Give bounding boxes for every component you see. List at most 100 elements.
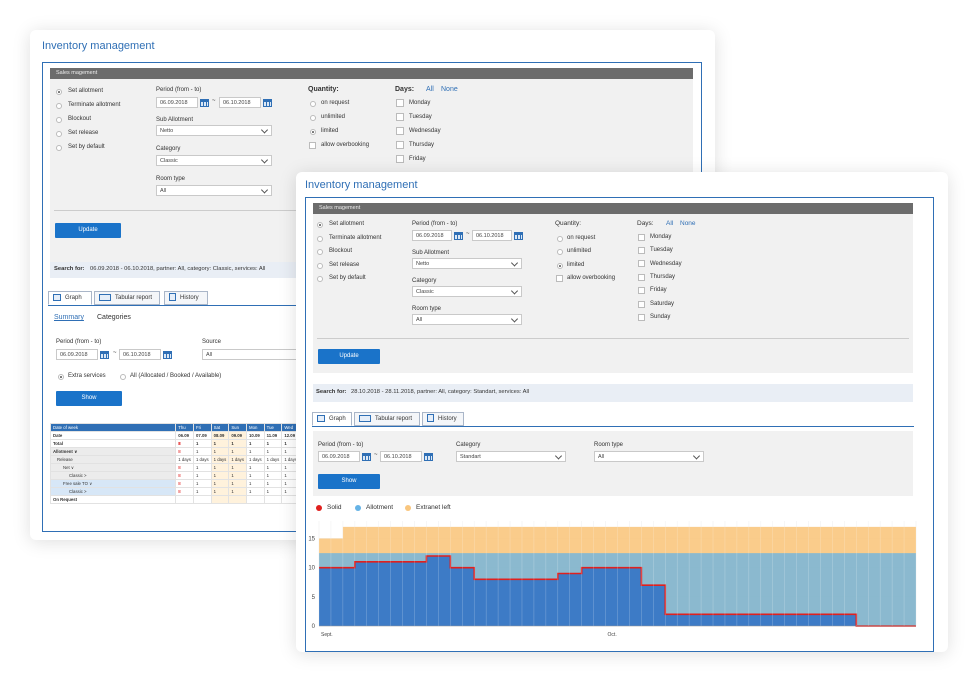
quantity-radio[interactable] [557, 249, 563, 255]
action-radio[interactable] [56, 103, 62, 109]
subtab-summary[interactable]: Summary [54, 314, 84, 321]
days-none-link[interactable]: None [441, 86, 458, 93]
quantity-radio[interactable] [557, 236, 563, 242]
tab-tabular-report[interactable]: Tabular report [94, 291, 160, 305]
period-from-input[interactable]: 06.09.2018 [156, 97, 198, 108]
legend-allotment-label: Allotment [366, 504, 394, 511]
quantity-radio[interactable] [557, 263, 563, 269]
action-label: Set by default [68, 144, 105, 150]
day-checkbox[interactable] [396, 141, 404, 149]
table-row[interactable]: Net ∨ 8 1 1 1 1 1 1 [49, 463, 300, 472]
quantity-radio[interactable] [310, 115, 316, 121]
period-label: Period (from - to) [156, 87, 202, 93]
table-cell: 1 [192, 471, 212, 480]
calendar-icon[interactable] [423, 451, 434, 462]
action-radio[interactable] [56, 117, 62, 123]
sub-allotment-select[interactable]: Netto [412, 258, 522, 269]
day-checkbox[interactable] [638, 287, 645, 294]
action-radio[interactable] [317, 222, 323, 228]
update-button[interactable]: Update [318, 349, 380, 364]
category-select[interactable]: Classic [156, 155, 272, 166]
action-radio[interactable] [56, 89, 62, 95]
days-all-link[interactable]: All [426, 86, 434, 93]
period-to-input[interactable]: 06.10.2018 [472, 230, 512, 241]
calendar-icon[interactable] [262, 97, 273, 108]
show-button[interactable]: Show [318, 474, 380, 489]
day-checkbox[interactable] [638, 234, 645, 241]
action-radio[interactable] [317, 236, 323, 242]
day-checkbox[interactable] [638, 247, 645, 254]
calendar-icon[interactable] [361, 451, 372, 462]
day-checkbox[interactable] [396, 113, 404, 121]
report-to-input[interactable]: 06.10.2018 [119, 349, 161, 360]
day-checkbox[interactable] [638, 314, 645, 321]
source-select[interactable]: All [202, 349, 302, 360]
select-value: Classic [160, 158, 178, 164]
table-row[interactable]: Free sale TO ∨ 8 1 1 1 1 1 1 [49, 479, 300, 488]
table-cell: 1 days [175, 455, 194, 464]
show-button[interactable]: Show [56, 391, 122, 406]
period-label: Period (from - to) [412, 221, 458, 227]
day-checkbox[interactable] [638, 260, 645, 267]
table-row[interactable]: Classic > 8 1 1 1 1 1 1 [49, 471, 300, 480]
table-cell: 1 [263, 447, 283, 456]
tab-graph[interactable]: Graph [48, 291, 92, 305]
action-radio[interactable] [56, 145, 62, 151]
calendar-icon[interactable] [99, 349, 110, 360]
sub-allotment-select[interactable]: Netto [156, 125, 272, 136]
day-label: Monday [409, 100, 431, 106]
select-value: All [598, 454, 605, 460]
room-type-select[interactable]: All [412, 314, 522, 325]
calendar-icon[interactable] [513, 230, 524, 241]
table-row[interactable]: Allotment ∨ 8 1 1 1 1 1 1 [49, 447, 300, 456]
category-select[interactable]: Classic [412, 286, 522, 297]
update-button[interactable]: Update [55, 223, 121, 238]
tab-label: History [180, 295, 199, 301]
day-checkbox[interactable] [638, 301, 645, 308]
table-cell: 1 [210, 439, 230, 448]
period-from-input[interactable]: 06.09.2018 [412, 230, 452, 241]
page-title: Inventory management [42, 40, 155, 52]
x-tick-label: Sept. [321, 632, 333, 638]
day-label: Sunday [650, 314, 671, 320]
day-checkbox[interactable] [638, 274, 645, 281]
period-to-input[interactable]: 06.10.2018 [219, 97, 261, 108]
graph-from-input[interactable]: 06.09.2018 [318, 451, 360, 462]
graph-category-select[interactable]: Standart [456, 451, 566, 462]
tab-history[interactable]: History [164, 291, 208, 305]
day-checkbox[interactable] [396, 99, 404, 107]
table-cell: 1 [192, 447, 212, 456]
table-cell: 1 [210, 479, 230, 488]
overbooking-checkbox[interactable] [309, 142, 316, 149]
action-radio[interactable] [317, 249, 323, 255]
tab-tabular-report[interactable]: Tabular report [354, 412, 420, 426]
day-checkbox[interactable] [396, 127, 404, 135]
overbooking-checkbox[interactable] [556, 275, 563, 282]
calendar-icon[interactable] [453, 230, 464, 241]
graph-to-input[interactable]: 06.10.2018 [380, 451, 422, 462]
search-for-label: Search for: [316, 389, 347, 395]
report-from-input[interactable]: 06.09.2018 [56, 349, 98, 360]
calendar-icon[interactable] [162, 349, 173, 360]
table-cell: 1 [210, 447, 230, 456]
extra-services-radio[interactable] [58, 374, 64, 380]
day-checkbox[interactable] [396, 155, 404, 163]
table-header-row: Date of week Thu Fri Sat Sun Mon Tue Wed [49, 423, 300, 432]
tab-graph[interactable]: Graph [312, 412, 352, 426]
room-type-select[interactable]: All [156, 185, 272, 196]
table-cell: 8 [175, 439, 194, 448]
page-title: Inventory management [305, 179, 418, 191]
subtab-categories[interactable]: Categories [97, 314, 131, 321]
graph-room-type-select[interactable]: All [594, 451, 704, 462]
days-none-link[interactable]: None [680, 220, 696, 227]
action-radio[interactable] [56, 131, 62, 137]
table-row[interactable]: Classic > 8 1 1 1 1 1 1 [49, 487, 300, 496]
quantity-radio[interactable] [310, 129, 316, 135]
tab-history[interactable]: History [422, 412, 464, 426]
calendar-icon[interactable] [199, 97, 210, 108]
quantity-radio[interactable] [310, 101, 316, 107]
action-radio[interactable] [317, 263, 323, 269]
action-radio[interactable] [317, 276, 323, 282]
all-allocated-radio[interactable] [120, 374, 126, 380]
days-all-link[interactable]: All [666, 220, 674, 227]
